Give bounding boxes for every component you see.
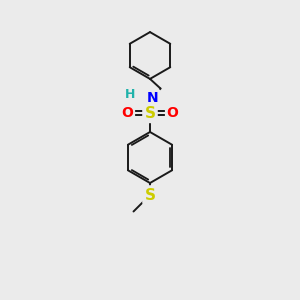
Text: H: H bbox=[125, 88, 136, 101]
Text: O: O bbox=[167, 106, 178, 120]
Text: S: S bbox=[145, 188, 155, 202]
Text: N: N bbox=[146, 92, 158, 105]
Text: S: S bbox=[145, 106, 155, 121]
Text: O: O bbox=[122, 106, 134, 120]
